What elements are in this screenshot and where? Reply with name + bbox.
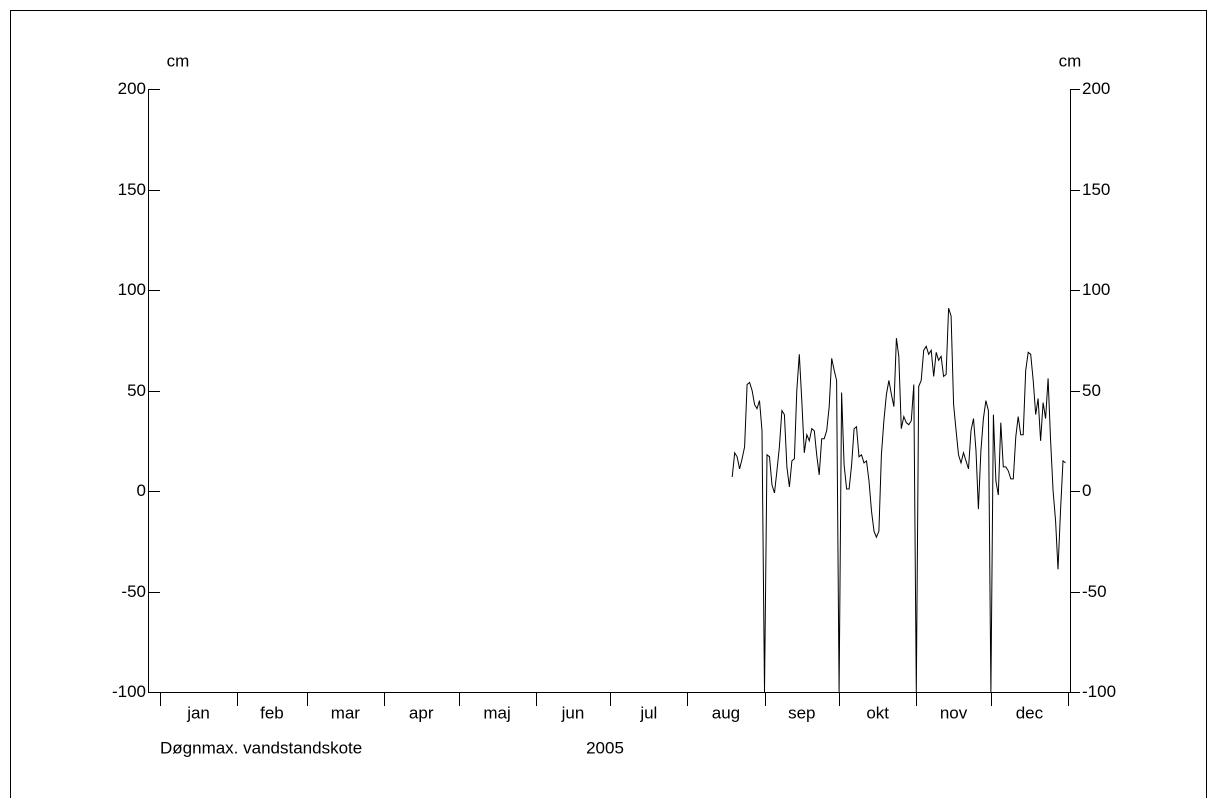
y2-tick-label: -100 — [1082, 682, 1116, 701]
x-tick-label: sep — [788, 703, 815, 722]
y-tick-label: 150 — [118, 180, 146, 199]
y2-tick-label: 50 — [1082, 381, 1101, 400]
x-tick-label: jul — [639, 703, 657, 722]
x-tick-label: mar — [331, 703, 361, 722]
x-tick-label: dec — [1016, 703, 1044, 722]
y2-tick-label: 200 — [1082, 79, 1110, 98]
x-tick-label: jan — [186, 703, 210, 722]
y-tick-label: 200 — [118, 79, 146, 98]
y-tick-label: 50 — [127, 381, 146, 400]
chart-subtitle: 2005 — [586, 738, 624, 757]
y-axis-label: cm — [167, 51, 190, 70]
data-line — [731, 307, 1066, 693]
y-tick-label: 100 — [118, 280, 146, 299]
y-tick-label: -100 — [112, 682, 146, 701]
y2-tick-label: 150 — [1082, 180, 1110, 199]
x-tick-label: feb — [260, 703, 284, 722]
y-tick-label: -50 — [121, 582, 146, 601]
y2-axis-label: cm — [1059, 51, 1082, 70]
x-tick-label: aug — [712, 703, 740, 722]
frame — [10, 10, 1207, 798]
y-tick-label: 0 — [137, 481, 146, 500]
x-tick-label: jun — [561, 703, 585, 722]
y2-tick-label: -50 — [1082, 582, 1107, 601]
y2-tick-label: 0 — [1082, 481, 1091, 500]
x-tick-label: maj — [483, 703, 510, 722]
y2-tick-label: 100 — [1082, 280, 1110, 299]
x-tick-label: apr — [409, 703, 434, 722]
x-tick-label: okt — [866, 703, 889, 722]
chart-title: Døgnmax. vandstandskote — [160, 738, 362, 757]
x-tick-label: nov — [940, 703, 968, 722]
